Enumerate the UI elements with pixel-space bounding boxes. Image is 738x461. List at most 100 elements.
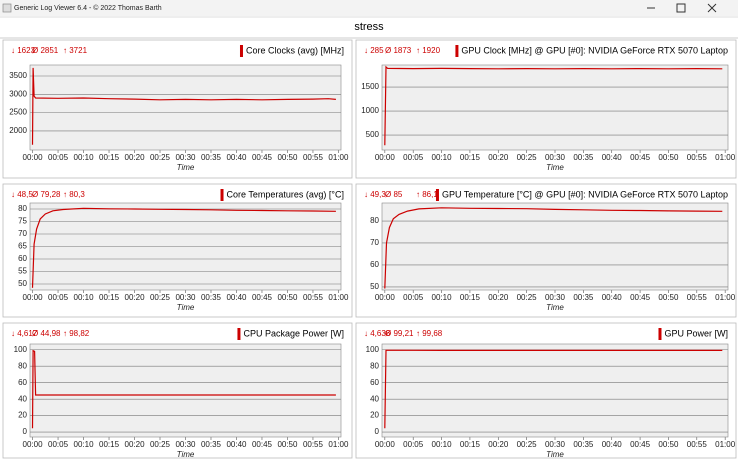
x-tick-label: 00:10 [74, 440, 95, 449]
stat-label: ↑ 80,3 [63, 190, 85, 199]
x-tick-label: 00:55 [303, 293, 324, 302]
y-tick-label: 60 [370, 378, 379, 387]
x-axis-label: Time [546, 163, 564, 172]
x-tick-label: 00:45 [252, 440, 273, 449]
x-tick-label: 00:25 [517, 153, 538, 162]
x-tick-label: 00:50 [277, 153, 298, 162]
x-tick-label: 00:15 [460, 153, 481, 162]
series-line [31, 67, 336, 145]
x-tick-label: 00:45 [630, 440, 651, 449]
x-axis-label: Time [546, 303, 564, 312]
x-tick-label: 00:10 [432, 440, 453, 449]
x-tick-label: 00:15 [460, 293, 481, 302]
maximize-button[interactable] [676, 3, 686, 13]
y-tick-label: 50 [18, 279, 27, 288]
x-tick-label: 00:40 [226, 293, 247, 302]
x-tick-label: 01:00 [715, 293, 736, 302]
x-tick-label: 00:35 [573, 440, 594, 449]
x-tick-label: 00:15 [99, 440, 120, 449]
y-tick-label: 0 [23, 427, 28, 436]
x-tick-label: 00:20 [125, 440, 146, 449]
y-tick-label: 70 [18, 229, 27, 238]
app-icon [2, 3, 12, 13]
x-tick-label: 00:35 [573, 153, 594, 162]
plot-bg [30, 344, 341, 437]
x-tick-label: 00:25 [517, 293, 538, 302]
x-tick-label: 00:00 [23, 293, 44, 302]
y-tick-label: 80 [370, 216, 379, 225]
title-marker [455, 45, 459, 57]
y-tick-label: 100 [366, 345, 380, 354]
x-tick-label: 00:55 [303, 153, 324, 162]
panel-title: GPU Temperature [°C] @ GPU [#0]: NVIDIA … [442, 189, 728, 199]
title-marker [237, 328, 241, 340]
x-tick-label: 00:10 [432, 293, 453, 302]
stat-label: ↓ 48,5 [11, 190, 33, 199]
x-tick-label: 01:00 [715, 153, 736, 162]
x-tick-label: 00:00 [375, 153, 396, 162]
stat-label: ↑ 98,82 [63, 329, 90, 338]
y-tick-label: 65 [18, 242, 27, 251]
y-tick-label: 500 [366, 130, 380, 139]
title-marker [220, 189, 224, 201]
x-tick-label: 00:40 [226, 440, 247, 449]
stat-label: ↓ 49,3 [364, 190, 386, 199]
close-button[interactable] [707, 3, 717, 13]
x-tick-label: 00:25 [150, 440, 171, 449]
x-tick-label: 00:05 [403, 153, 424, 162]
x-axis-label: Time [177, 163, 195, 172]
y-tick-label: 1500 [361, 82, 379, 91]
y-tick-label: 80 [370, 361, 379, 370]
stat-label: Ø 85 [385, 190, 403, 199]
x-tick-label: 00:15 [99, 293, 120, 302]
x-tick-label: 00:20 [125, 153, 146, 162]
y-tick-label: 75 [18, 217, 27, 226]
x-tick-label: 01:00 [328, 153, 349, 162]
plot-frame [381, 64, 729, 151]
series-line [384, 207, 723, 289]
x-tick-label: 00:35 [201, 293, 222, 302]
x-tick-label: 00:55 [687, 153, 708, 162]
x-tick-label: 00:10 [74, 153, 95, 162]
stat-label: Ø 44,98 [32, 329, 61, 338]
x-tick-label: 00:40 [226, 153, 247, 162]
title-marker [239, 45, 243, 57]
panel-title: GPU Power [W] [664, 328, 728, 338]
stat-label: ↓ 4,636 [364, 329, 391, 338]
x-axis-label: Time [177, 450, 195, 459]
stat-label: ↑ 86,1 [416, 190, 438, 199]
y-tick-label: 60 [18, 378, 27, 387]
plot-frame [29, 64, 342, 151]
x-tick-label: 00:35 [201, 440, 222, 449]
y-tick-label: 50 [370, 282, 379, 291]
y-tick-label: 1000 [361, 106, 379, 115]
y-tick-label: 80 [18, 361, 27, 370]
stat-label: ↓ 1623 [11, 46, 36, 55]
y-tick-label: 60 [370, 260, 379, 269]
x-tick-label: 00:45 [630, 153, 651, 162]
title-marker [435, 189, 439, 201]
x-tick-label: 00:50 [658, 293, 679, 302]
y-tick-label: 2000 [9, 126, 27, 135]
x-tick-label: 00:25 [150, 293, 171, 302]
x-tick-label: 00:05 [48, 440, 69, 449]
x-tick-label: 00:50 [277, 293, 298, 302]
stat-label: ↑ 3721 [63, 46, 88, 55]
plot-bg [382, 65, 728, 150]
plot-frame [381, 343, 729, 438]
x-tick-label: 00:40 [602, 293, 623, 302]
x-tick-label: 00:05 [403, 440, 424, 449]
y-tick-label: 40 [18, 394, 27, 403]
x-tick-label: 00:40 [602, 153, 623, 162]
x-tick-label: 00:45 [252, 293, 273, 302]
x-tick-label: 00:20 [488, 440, 509, 449]
x-tick-label: 00:35 [573, 293, 594, 302]
x-tick-label: 01:00 [328, 440, 349, 449]
x-tick-label: 00:30 [175, 153, 196, 162]
plot-bg [382, 203, 728, 290]
log-header: stress [354, 21, 384, 33]
x-tick-label: 00:30 [545, 153, 566, 162]
x-tick-label: 00:30 [545, 440, 566, 449]
y-tick-label: 2500 [9, 108, 27, 117]
x-tick-label: 00:50 [658, 440, 679, 449]
